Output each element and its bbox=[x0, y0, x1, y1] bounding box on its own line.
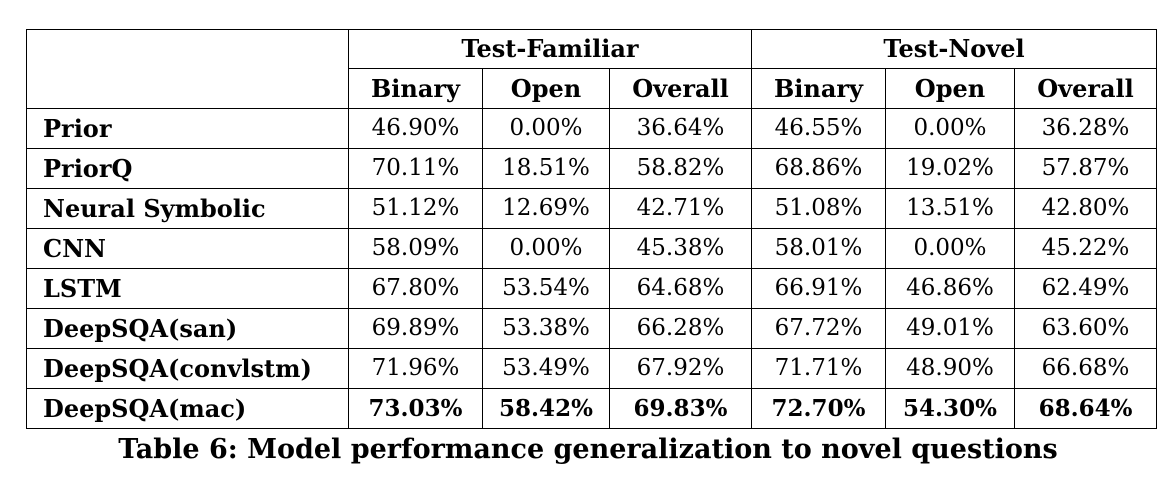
group-header-test-novel: Test-Novel bbox=[750, 29, 1158, 69]
score-cell: 0.00% bbox=[482, 228, 610, 269]
score-cell: 12.69% bbox=[482, 188, 610, 229]
score-cell: 36.64% bbox=[609, 108, 752, 149]
score-cell: 18.51% bbox=[482, 148, 610, 189]
score-cell: 68.64% bbox=[1013, 388, 1158, 429]
score-cell: 72.70% bbox=[751, 388, 886, 429]
score-cell: 0.00% bbox=[885, 228, 1015, 269]
model-name-cell: Prior bbox=[26, 108, 349, 149]
model-name-cell: PriorQ bbox=[26, 148, 349, 189]
score-cell: 69.89% bbox=[348, 308, 483, 349]
model-name-cell: DeepSQA(mac) bbox=[26, 388, 349, 429]
score-cell: 51.08% bbox=[751, 188, 886, 229]
score-cell: 62.49% bbox=[1013, 268, 1158, 309]
model-name-cell: Neural Symbolic bbox=[26, 188, 349, 229]
score-cell: 66.68% bbox=[1013, 348, 1158, 389]
score-cell: 68.86% bbox=[751, 148, 886, 189]
table-row: DeepSQA(san) 69.89% 53.38% 66.28% 67.72% 49.0… bbox=[26, 308, 1158, 349]
score-cell: 70.11% bbox=[348, 148, 483, 189]
score-cell: 42.80% bbox=[1013, 188, 1158, 229]
group-header-test-familiar: Test-Familiar bbox=[348, 29, 752, 69]
table-row: PriorQ 70.11% 18.51% 58.82% 68.86% 19.02% 57.8… bbox=[26, 148, 1158, 189]
empty-corner-cell bbox=[26, 29, 349, 109]
score-cell: 58.82% bbox=[609, 148, 752, 189]
score-cell: 19.02% bbox=[885, 148, 1015, 189]
score-cell: 71.96% bbox=[348, 348, 483, 389]
score-cell: 53.54% bbox=[482, 268, 610, 309]
sub-header-overall: Overall bbox=[1013, 68, 1158, 109]
table-row: LSTM 67.80% 53.54% 64.68% 66.91% 46.86% 62.49% bbox=[26, 268, 1158, 309]
score-cell: 45.22% bbox=[1013, 228, 1158, 269]
score-cell: 73.03% bbox=[348, 388, 483, 429]
sub-header-open: Open bbox=[482, 68, 610, 109]
score-cell: 69.83% bbox=[609, 388, 752, 429]
score-cell: 57.87% bbox=[1013, 148, 1158, 189]
score-cell: 13.51% bbox=[885, 188, 1015, 229]
table-row: Neural Symbolic 51.12% 12.69% 42.71% 51.08% 1… bbox=[26, 188, 1158, 229]
results-table: Test-Familiar Test-Novel Binary Open Ove… bbox=[26, 29, 1158, 429]
score-cell: 36.28% bbox=[1013, 108, 1158, 149]
score-cell: 46.86% bbox=[885, 268, 1015, 309]
score-cell: 66.28% bbox=[609, 308, 752, 349]
score-cell: 54.30% bbox=[885, 388, 1015, 429]
table-caption: Table 6: Model performance generalizatio… bbox=[118, 434, 1058, 465]
score-cell: 53.38% bbox=[482, 308, 610, 349]
score-cell: 42.71% bbox=[609, 188, 752, 229]
score-cell: 46.55% bbox=[751, 108, 886, 149]
score-cell: 48.90% bbox=[885, 348, 1015, 389]
table-row: DeepSQA(mac) 73.03% 58.42% 69.83% 72.70% 54.3… bbox=[26, 388, 1158, 429]
group-header-row: Test-Familiar Test-Novel bbox=[26, 29, 1158, 109]
score-cell: 66.91% bbox=[751, 268, 886, 309]
sub-header-binary: Binary bbox=[348, 68, 483, 109]
sub-header-overall: Overall bbox=[609, 68, 752, 109]
score-cell: 67.72% bbox=[751, 308, 886, 349]
score-cell: 51.12% bbox=[348, 188, 483, 229]
model-name-cell: LSTM bbox=[26, 268, 349, 309]
score-cell: 46.90% bbox=[348, 108, 483, 149]
model-name-cell: DeepSQA(convlstm) bbox=[26, 348, 349, 389]
table-row: CNN 58.09% 0.00% 45.38% 58.01% 0.00% 45.22% bbox=[26, 228, 1158, 269]
score-cell: 58.42% bbox=[482, 388, 610, 429]
model-name-cell: DeepSQA(san) bbox=[26, 308, 349, 349]
model-name-cell: CNN bbox=[26, 228, 349, 269]
sub-header-binary: Binary bbox=[751, 68, 886, 109]
score-cell: 67.92% bbox=[609, 348, 752, 389]
table-row: Prior 46.90% 0.00% 36.64% 46.55% 0.00% 36.28% bbox=[26, 108, 1158, 149]
score-cell: 64.68% bbox=[609, 268, 752, 309]
score-cell: 49.01% bbox=[885, 308, 1015, 349]
score-cell: 71.71% bbox=[751, 348, 886, 389]
table-body: Prior 46.90% 0.00% 36.64% 46.55% 0.00% 36.28% P… bbox=[26, 108, 1158, 429]
score-cell: 63.60% bbox=[1013, 308, 1158, 349]
sub-header-open: Open bbox=[885, 68, 1015, 109]
score-cell: 58.09% bbox=[348, 228, 483, 269]
table-row: DeepSQA(convlstm) 71.96% 53.49% 67.92% 71.71… bbox=[26, 348, 1158, 389]
score-cell: 0.00% bbox=[885, 108, 1015, 149]
score-cell: 0.00% bbox=[482, 108, 610, 149]
score-cell: 67.80% bbox=[348, 268, 483, 309]
score-cell: 53.49% bbox=[482, 348, 610, 389]
score-cell: 45.38% bbox=[609, 228, 752, 269]
score-cell: 58.01% bbox=[751, 228, 886, 269]
